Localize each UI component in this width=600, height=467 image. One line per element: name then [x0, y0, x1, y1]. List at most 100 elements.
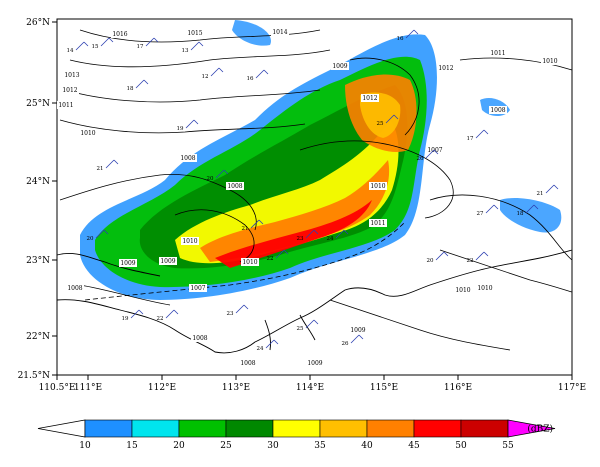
- isobar-label-box: [369, 182, 387, 190]
- station-value: 16: [247, 76, 254, 82]
- isobar-label: 1013: [64, 72, 79, 79]
- wind-barb: [210, 67, 220, 77]
- wind-barb: [475, 251, 485, 261]
- colorbar-label: 45: [408, 441, 420, 451]
- wind-barb-flag: [263, 69, 269, 75]
- isobar-label-box: [239, 359, 257, 367]
- isobar-label: 1011: [370, 220, 385, 227]
- wind-barb-flag: [193, 119, 199, 125]
- isobar-label-box: [437, 64, 455, 72]
- colorbar-swatch: [225, 419, 274, 438]
- wind-barb-flag: [393, 114, 399, 120]
- wind-barb: [75, 41, 85, 51]
- wind-barb: [100, 37, 110, 47]
- isobar-label-box: [179, 154, 197, 162]
- isobar-label-box: [541, 57, 559, 65]
- station-value: 26: [342, 341, 349, 347]
- station-value: 17: [467, 136, 474, 142]
- isobar-label: 1008: [67, 285, 82, 292]
- wind-barb: [475, 129, 485, 139]
- lon-tick-label: 116°E: [444, 383, 472, 393]
- isobar-label: 1010: [542, 58, 557, 65]
- isobar-label-box: [226, 182, 244, 190]
- station-value: 21: [537, 191, 544, 197]
- lon-tick-label: 110.5°E: [39, 383, 76, 393]
- station-value: 21: [242, 226, 249, 232]
- colorbar-swatch: [178, 419, 227, 438]
- station-value: 12: [202, 74, 209, 80]
- wind-barb: [255, 69, 265, 79]
- station-value: 25: [297, 326, 304, 332]
- station-value: 24: [257, 346, 264, 352]
- colorbar-swatch: [460, 419, 509, 438]
- coastline: [56, 249, 573, 354]
- isobar-label: 1015: [187, 30, 202, 37]
- isobar-label: 1010: [455, 287, 470, 294]
- isobar-label-box: [369, 219, 387, 227]
- wind-barb: [145, 37, 155, 47]
- wind-barb: [165, 309, 175, 319]
- wind-barb: [265, 339, 275, 349]
- wind-barb: [130, 309, 140, 319]
- colorbar-label: 55: [502, 441, 514, 451]
- colorbar-label: 10: [79, 441, 91, 451]
- lat-tick-label: 23°N: [26, 256, 50, 266]
- isobar-label: 1007: [427, 147, 442, 154]
- wind-barb: [305, 229, 315, 239]
- lat-tick-label: 24°N: [26, 177, 50, 187]
- station-value: 24: [327, 236, 334, 242]
- isobar-label-box: [111, 30, 129, 38]
- station-values: 14 15 17 13 12 16 18 19 20 21 22 23 24 25 26 27 18 16 17 21…: [67, 29, 559, 352]
- wind-barb-flag: [413, 29, 419, 35]
- colorbar-label: 30: [267, 441, 279, 451]
- wind-barb-flag: [273, 339, 279, 345]
- isobar-label: 1008: [192, 335, 207, 342]
- wind-barb-flag: [443, 251, 449, 257]
- station-value: 20: [207, 176, 214, 182]
- wind-barb: [525, 204, 535, 214]
- isobar-label-box: [159, 257, 177, 265]
- colorbar: 10 15 20 25 30 35 40 45 50 55 (dBZ): [37, 419, 556, 451]
- isobar-label: 1008: [240, 360, 255, 367]
- isobars: [59, 29, 573, 351]
- isobar-label-box: [186, 29, 204, 37]
- isobar-label: 1009: [160, 258, 175, 265]
- colorbar-swatch: [413, 419, 462, 438]
- colorbar-arrow-high: [507, 419, 556, 438]
- lon-tick-label: 113°E: [222, 383, 250, 393]
- wind-barb-flag: [283, 249, 289, 255]
- wind-barb-flag: [83, 41, 89, 47]
- isobar-label: 1010: [182, 238, 197, 245]
- isobar-label-box: [489, 49, 507, 57]
- wind-barb-flag: [108, 37, 114, 43]
- isobar-label-box: [79, 129, 97, 137]
- wind-barb: [545, 184, 555, 194]
- wind-barb-flag: [243, 304, 249, 310]
- station-value: 14: [67, 48, 74, 54]
- isobar-label: 1009: [307, 360, 322, 367]
- wind-barb: [350, 334, 360, 344]
- wind-barb: [215, 169, 225, 179]
- station-value: 18: [127, 86, 134, 92]
- wind-barb: [485, 204, 495, 214]
- isobar-label: 1010: [80, 130, 95, 137]
- isobar-label: 1009: [120, 260, 135, 267]
- isobar-label-box: [476, 284, 494, 292]
- wind-barb-flag: [153, 37, 159, 43]
- wind-barb-flag: [533, 204, 539, 210]
- wind-barb-flag: [483, 251, 489, 257]
- colorbar-unit: (dBZ): [527, 424, 553, 435]
- isobar-label: 1009: [350, 327, 365, 334]
- station-value: 22: [267, 256, 274, 262]
- dashed-front-line: [84, 221, 406, 301]
- lat-tick-label: 25°N: [26, 99, 50, 109]
- station-value: 16: [397, 36, 404, 42]
- isobar-label: 1012: [62, 87, 77, 94]
- wind-barb: [335, 229, 345, 239]
- station-value: 26: [417, 156, 424, 162]
- isobar-label-box: [331, 62, 349, 70]
- wind-barb: [95, 229, 105, 239]
- wind-barb-flag: [198, 41, 204, 47]
- wind-barb: [185, 119, 195, 129]
